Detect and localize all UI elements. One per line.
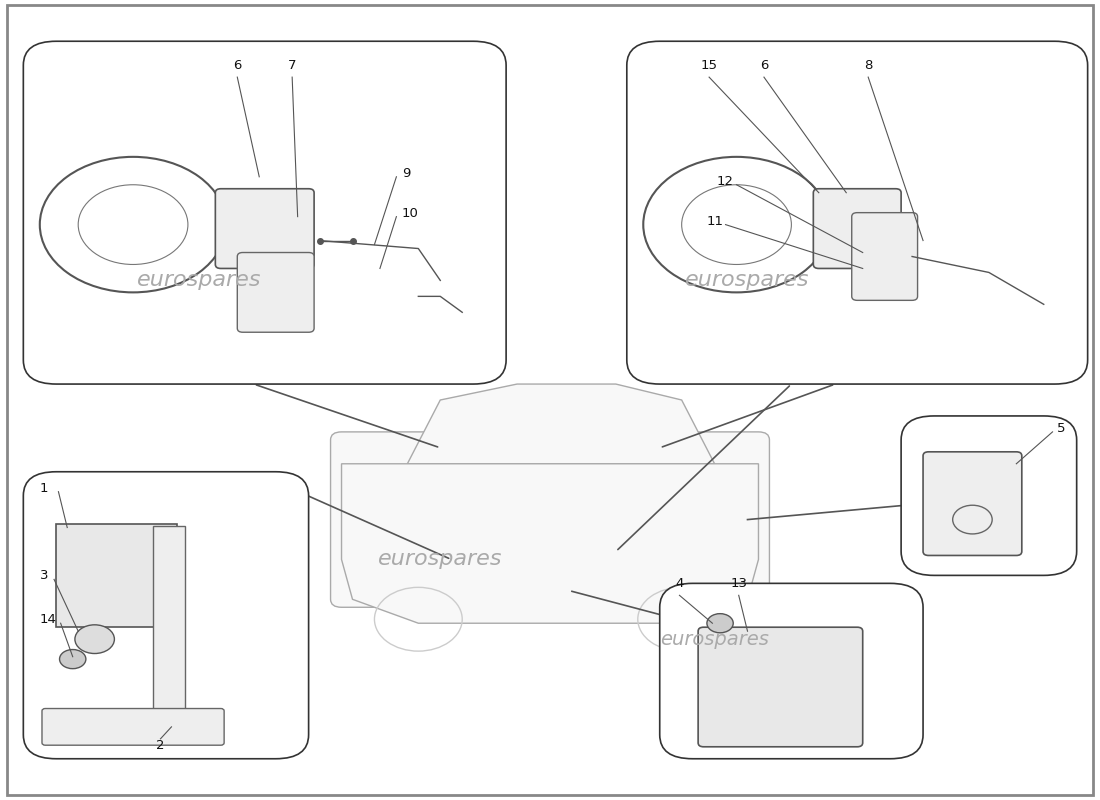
FancyBboxPatch shape — [42, 709, 224, 745]
FancyBboxPatch shape — [923, 452, 1022, 555]
Polygon shape — [407, 384, 715, 464]
Text: 9: 9 — [402, 166, 410, 180]
Text: eurospares: eurospares — [660, 630, 769, 649]
Text: eurospares: eurospares — [136, 270, 261, 290]
Text: 15: 15 — [701, 59, 717, 72]
FancyBboxPatch shape — [627, 42, 1088, 384]
Text: 8: 8 — [864, 59, 872, 72]
FancyBboxPatch shape — [813, 189, 901, 269]
Text: eurospares: eurospares — [685, 270, 810, 290]
FancyBboxPatch shape — [660, 583, 923, 758]
Text: eurospares: eurospares — [378, 550, 503, 570]
Polygon shape — [341, 464, 759, 623]
FancyBboxPatch shape — [216, 189, 315, 269]
Text: 3: 3 — [40, 570, 48, 582]
FancyBboxPatch shape — [153, 526, 185, 721]
Text: 5: 5 — [1057, 422, 1066, 435]
Circle shape — [59, 650, 86, 669]
FancyBboxPatch shape — [23, 472, 309, 758]
FancyBboxPatch shape — [698, 627, 862, 746]
Text: 1: 1 — [40, 482, 48, 494]
Text: 11: 11 — [706, 214, 723, 228]
Text: 4: 4 — [675, 578, 684, 590]
FancyBboxPatch shape — [851, 213, 917, 300]
FancyBboxPatch shape — [238, 253, 315, 332]
FancyBboxPatch shape — [23, 42, 506, 384]
FancyBboxPatch shape — [56, 523, 177, 627]
Text: 7: 7 — [288, 59, 296, 72]
Circle shape — [75, 625, 114, 654]
Text: 10: 10 — [402, 206, 419, 220]
Text: 2: 2 — [156, 739, 165, 752]
Text: 13: 13 — [730, 578, 747, 590]
Text: 6: 6 — [233, 59, 242, 72]
Text: 12: 12 — [717, 174, 734, 188]
FancyBboxPatch shape — [901, 416, 1077, 575]
Text: 6: 6 — [760, 59, 768, 72]
Circle shape — [707, 614, 734, 633]
FancyBboxPatch shape — [331, 432, 769, 607]
Text: 14: 14 — [40, 614, 57, 626]
